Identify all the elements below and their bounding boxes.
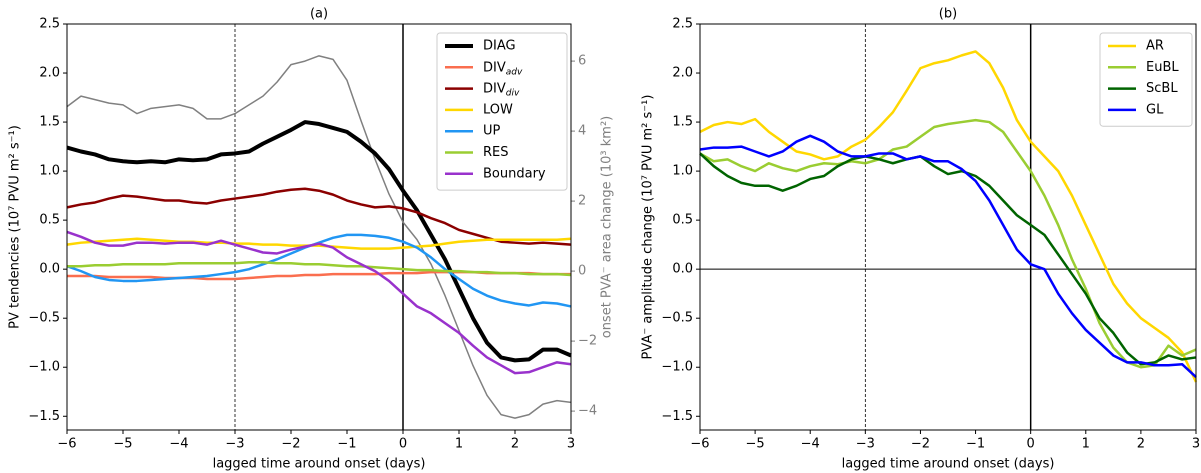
x-tick-label: 2 — [511, 437, 519, 452]
y2-tick-label: −2 — [578, 334, 597, 349]
y-tick-label: 2.0 — [672, 66, 693, 81]
x-tick-label: 0 — [399, 437, 407, 452]
x-tick-label: −5 — [746, 437, 765, 452]
data-line — [699, 118, 1197, 369]
x-tick-label: 1 — [455, 437, 463, 452]
data-line — [699, 134, 1197, 378]
y-tick-label: −1.0 — [661, 360, 693, 375]
y-tick-label: −1.5 — [28, 409, 60, 424]
data-line — [66, 187, 572, 246]
x-tick-label: −6 — [57, 437, 76, 452]
x-tick-label: −6 — [690, 437, 709, 452]
legend-label: DIVdiv — [483, 81, 520, 98]
x-tick-label: −1 — [337, 437, 356, 452]
x-tick-label: −2 — [281, 437, 300, 452]
legend-label: RES — [483, 145, 509, 160]
y-tick-label: −0.5 — [661, 311, 693, 326]
x-tick-label: 0 — [1027, 437, 1035, 452]
x-tick-label: −5 — [113, 437, 132, 452]
y-tick-label: 2.5 — [39, 17, 60, 32]
x-tick-label: 3 — [567, 437, 575, 452]
legend-label: AR — [1146, 39, 1164, 54]
x-axis-label: lagged time around onset (days) — [213, 457, 426, 472]
y-axis-label: PV tendencies (10⁷ PVU m² s⁻¹) — [8, 125, 23, 329]
data-line — [66, 120, 572, 363]
y-tick-label: 0.5 — [672, 213, 693, 228]
y-tick-label: −1.5 — [661, 409, 693, 424]
plot-frame — [66, 23, 572, 431]
y-tick-label: 0.5 — [39, 213, 60, 228]
legend-label: Boundary — [483, 166, 546, 181]
legend-label: LOW — [483, 102, 513, 117]
data-line — [67, 261, 572, 277]
chart-title: (a) — [310, 7, 328, 22]
x-tick-label: −3 — [225, 437, 244, 452]
data-line — [66, 55, 572, 419]
x-tick-label: −3 — [856, 437, 875, 452]
x-tick-label: −1 — [966, 437, 985, 452]
y2-axis-label: onset PVA⁻ area change (10³ km²) — [600, 116, 615, 339]
legend-label: DIAG — [483, 39, 516, 54]
y-tick-label: 1.5 — [672, 115, 693, 130]
y2-tick-label: 6 — [578, 54, 586, 69]
x-axis-label: lagged time around onset (days) — [842, 457, 1055, 472]
y2-tick-label: 2 — [578, 194, 586, 209]
y-axis-label: PVA⁻ amplitude change (10⁷ PVU m² s⁻¹) — [641, 95, 656, 360]
y-tick-label: 2.5 — [672, 17, 693, 32]
legend-label: DIVadv — [483, 60, 523, 77]
legend-frame — [1099, 32, 1193, 127]
y2-tick-label: 4 — [578, 124, 586, 139]
plot-frame — [699, 23, 1197, 431]
y-tick-label: 2.0 — [39, 66, 60, 81]
x-tick-label: 2 — [1137, 437, 1145, 452]
y2-tick-label: −4 — [578, 404, 597, 419]
y-tick-label: 0.0 — [672, 262, 693, 277]
y-tick-label: 1.0 — [672, 164, 693, 179]
y2-tick-label: 0 — [578, 264, 586, 279]
y-tick-label: −1.0 — [28, 360, 60, 375]
y-tick-label: −0.5 — [28, 311, 60, 326]
y-tick-label: 0.0 — [39, 262, 60, 277]
legend-label: GL — [1146, 102, 1164, 117]
chart-title: (b) — [939, 7, 957, 22]
data-line — [66, 237, 572, 250]
data-line — [699, 50, 1198, 383]
data-line — [66, 230, 572, 375]
legend-frame — [436, 32, 568, 191]
x-tick-label: −2 — [911, 437, 930, 452]
x-tick-label: −4 — [169, 437, 188, 452]
x-tick-label: −4 — [801, 437, 820, 452]
legend-label: EuBL — [1146, 60, 1179, 75]
legend-label: ScBL — [1146, 81, 1178, 96]
x-tick-label: 1 — [1082, 437, 1090, 452]
data-line — [699, 152, 1197, 366]
y-tick-label: 1.0 — [39, 164, 60, 179]
legend-label: UP — [483, 124, 501, 139]
x-tick-label: 3 — [1192, 437, 1200, 452]
y-tick-label: 1.5 — [39, 115, 60, 130]
